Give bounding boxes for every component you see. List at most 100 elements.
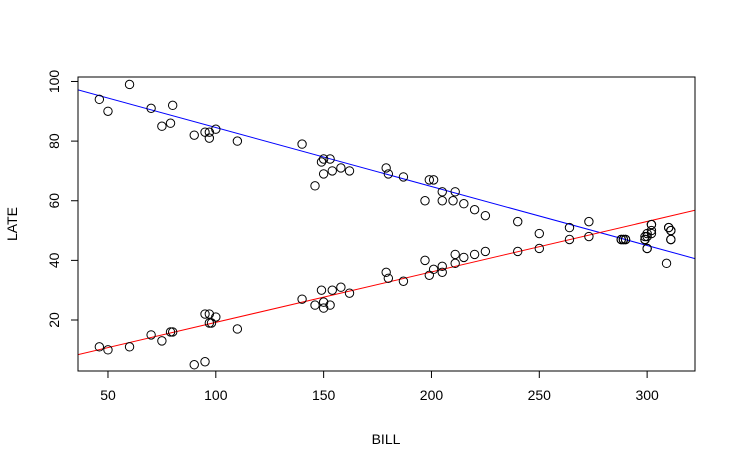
data-point (204, 309, 215, 319)
data-point (297, 139, 307, 149)
data-point (103, 345, 113, 355)
data-point (344, 288, 355, 298)
data-point (165, 327, 176, 337)
data-point (420, 196, 430, 206)
x-tick-label: 100 (204, 387, 228, 403)
x-tick-label: 50 (100, 387, 116, 403)
data-point (204, 318, 215, 328)
data-point (642, 243, 652, 254)
data-point (336, 163, 346, 173)
data-point (327, 166, 337, 176)
data-point (646, 228, 657, 239)
data-point (325, 300, 335, 310)
data-point (204, 133, 215, 143)
data-point (124, 79, 135, 90)
data-point (534, 228, 544, 239)
data-point (661, 258, 672, 269)
data-point (157, 121, 167, 131)
data-point (381, 267, 391, 278)
data-point (318, 297, 329, 307)
data-point (620, 234, 631, 245)
data-point (469, 249, 480, 260)
data-point (424, 175, 435, 185)
data-point (94, 94, 105, 105)
data-point (469, 204, 480, 215)
data-point (383, 169, 394, 179)
data-point (513, 216, 523, 227)
data-point (450, 258, 460, 269)
y-tick-label: 100 (46, 70, 62, 94)
data-point (480, 246, 491, 257)
y-axis-label: LATE (4, 207, 20, 241)
data-point (383, 273, 394, 283)
data-point (398, 276, 409, 286)
data-point (584, 231, 594, 242)
data-point (534, 243, 544, 254)
data-point (103, 106, 113, 116)
plot-frame (77, 76, 696, 372)
data-point (437, 267, 447, 278)
data-point (437, 261, 447, 272)
data-point (616, 234, 626, 245)
data-point (448, 196, 458, 206)
data-point (297, 294, 307, 304)
data-point (646, 219, 657, 230)
data-point (618, 234, 629, 245)
x-tick-label: 150 (312, 387, 336, 403)
data-point (450, 187, 460, 197)
data-point (200, 309, 210, 319)
data-point (146, 330, 156, 340)
data-point (381, 163, 391, 173)
x-axis: 50 100 150 200 250 300 (100, 370, 659, 403)
data-point (189, 130, 199, 140)
y-tick-label: 40 (46, 252, 62, 268)
x-tick-label: 250 (528, 387, 552, 403)
data-point (398, 172, 409, 182)
data-point (584, 216, 594, 227)
data-point (459, 199, 469, 209)
data-point (316, 157, 327, 167)
data-point (318, 154, 329, 164)
data-point (666, 234, 676, 245)
data-point (318, 169, 329, 179)
data-point (666, 225, 676, 236)
data-point (316, 285, 327, 295)
data-point (450, 249, 460, 260)
y-tick-label: 20 (46, 312, 62, 328)
data-point (310, 300, 320, 310)
data-point (232, 324, 243, 334)
data-point (318, 303, 329, 313)
data-point (640, 231, 650, 242)
data-point (344, 166, 355, 176)
data-point (204, 127, 215, 137)
data-point (94, 342, 105, 352)
data-point (327, 285, 337, 295)
data-point (420, 255, 430, 266)
data-point (167, 100, 178, 111)
y-tick-label: 80 (46, 133, 62, 149)
data-point (165, 118, 176, 128)
data-point (428, 175, 439, 185)
plot-content (78, 79, 695, 370)
data-point (232, 136, 243, 146)
data-point (336, 282, 346, 292)
data-point (564, 222, 575, 233)
y-tick-label: 60 (46, 193, 62, 209)
data-point (146, 103, 156, 114)
data-point (437, 187, 447, 197)
data-point (200, 357, 210, 367)
data-point (211, 124, 221, 134)
data-point (663, 222, 674, 233)
data-point (640, 234, 650, 245)
y-axis: 20 40 60 80 100 (46, 70, 79, 328)
data-point (513, 246, 523, 257)
data-point (564, 234, 575, 245)
data-point (211, 312, 221, 322)
data-point (325, 154, 335, 164)
x-tick-label: 300 (635, 387, 659, 403)
data-point (124, 342, 135, 352)
data-point (310, 181, 320, 191)
data-point (437, 196, 447, 206)
fit-line-1 (78, 89, 695, 260)
